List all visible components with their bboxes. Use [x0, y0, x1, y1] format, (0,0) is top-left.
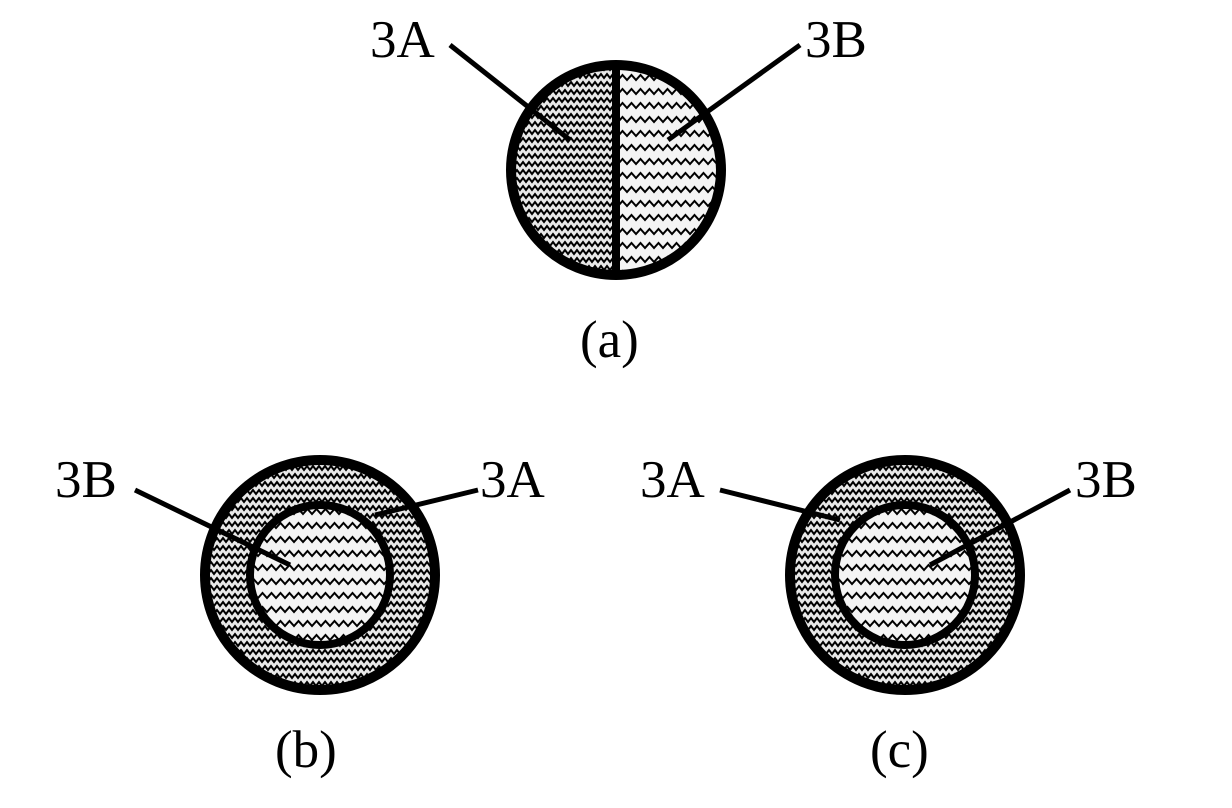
caption-a: (a) [580, 310, 639, 370]
label-a-right: 3B [805, 10, 867, 70]
label-c-left: 3A [640, 450, 705, 510]
figures-svg [0, 0, 1232, 808]
label-b-right: 3A [480, 450, 545, 510]
figure-a [450, 45, 800, 275]
caption-c: (c) [870, 720, 929, 780]
caption-b: (b) [275, 720, 337, 780]
figure-b [135, 460, 478, 690]
label-c-right: 3B [1075, 450, 1137, 510]
label-a-left: 3A [370, 10, 435, 70]
label-b-left: 3B [55, 450, 117, 510]
diagram-canvas: 3A 3B (a) 3B 3A (b) 3A 3B (c) [0, 0, 1232, 808]
figure-c [720, 460, 1070, 690]
